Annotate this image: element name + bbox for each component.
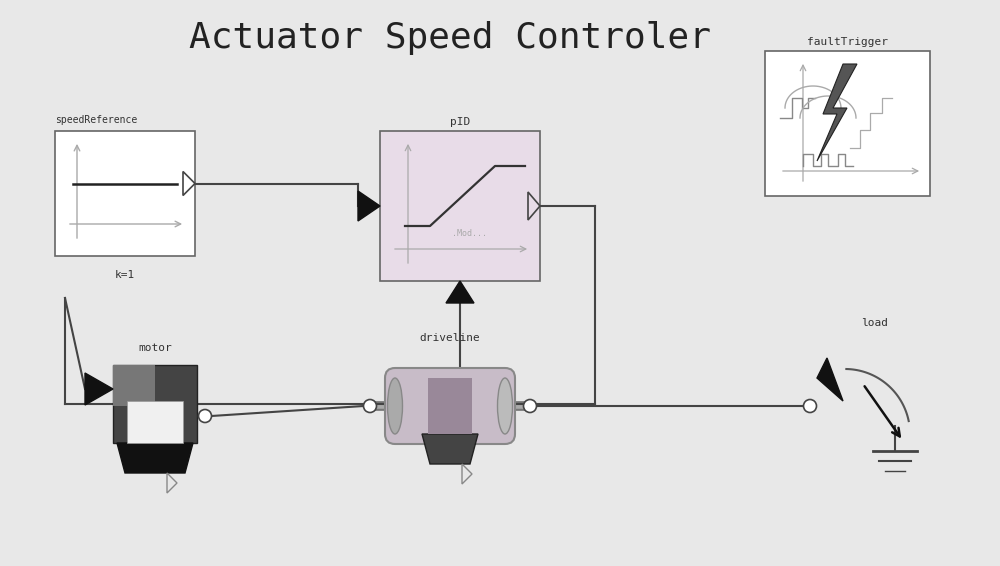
FancyBboxPatch shape: [380, 131, 540, 281]
Text: .Mod...: .Mod...: [452, 229, 488, 238]
Polygon shape: [85, 373, 113, 405]
Text: faultTrigger: faultTrigger: [807, 37, 888, 47]
Polygon shape: [117, 443, 193, 473]
Polygon shape: [817, 64, 857, 161]
FancyBboxPatch shape: [385, 368, 515, 444]
FancyBboxPatch shape: [127, 401, 183, 443]
Text: driveline: driveline: [420, 333, 480, 343]
Text: motor: motor: [138, 343, 172, 353]
Polygon shape: [817, 358, 843, 401]
Polygon shape: [446, 281, 474, 303]
FancyBboxPatch shape: [55, 131, 195, 256]
Text: k=1: k=1: [115, 270, 135, 280]
Circle shape: [804, 400, 817, 413]
Ellipse shape: [388, 378, 403, 434]
FancyBboxPatch shape: [428, 378, 472, 434]
Polygon shape: [422, 434, 478, 464]
Text: speedReference: speedReference: [55, 115, 137, 125]
Text: pID: pID: [450, 117, 470, 127]
Text: Actuator Speed Controler: Actuator Speed Controler: [189, 21, 711, 55]
FancyBboxPatch shape: [113, 365, 155, 406]
FancyBboxPatch shape: [765, 51, 930, 196]
Ellipse shape: [498, 378, 512, 434]
Circle shape: [199, 409, 212, 422]
Circle shape: [524, 400, 536, 413]
Circle shape: [364, 400, 377, 413]
Text: load: load: [862, 318, 889, 328]
Polygon shape: [358, 191, 380, 221]
FancyBboxPatch shape: [113, 365, 197, 443]
